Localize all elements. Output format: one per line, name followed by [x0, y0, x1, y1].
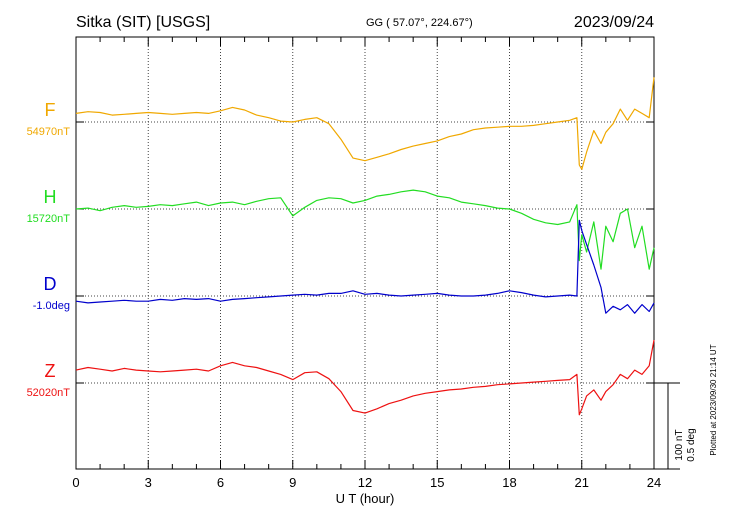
series-name-Z: Z [45, 361, 56, 381]
series-baseline-label-D: -1.0deg [33, 300, 70, 312]
series-labels: F 54970nT H 15720nT D -1.0deg Z 52020nT [27, 100, 71, 399]
tick-label-12: 12 [358, 475, 372, 490]
date-label: 2023/09/24 [574, 14, 654, 31]
scale-nt-label: 100 nT [674, 429, 685, 460]
station-title: Sitka (SIT) [USGS] [76, 14, 210, 31]
x-axis-label: U T (hour) [336, 491, 395, 506]
plotted-note: Plotted at 2023/09/30 21:14 UT [709, 344, 718, 455]
series-name-D: D [44, 274, 57, 294]
series-line-D [75, 219, 655, 314]
series-line-Z [75, 339, 655, 416]
x-ticks: 0 3 6 9 12 15 18 21 24 [72, 37, 661, 490]
series-line-F [75, 77, 655, 170]
tick-label-21: 21 [575, 475, 589, 490]
tick-label-18: 18 [502, 475, 516, 490]
tick-label-24: 24 [647, 475, 661, 490]
tick-label-15: 15 [430, 475, 444, 490]
coords-label: GG ( 57.07°, 224.67°) [366, 17, 473, 29]
series-line-H [75, 189, 655, 270]
scale-bar: 100 nT 0.5 deg [654, 382, 697, 470]
tick-label-3: 3 [145, 475, 152, 490]
series-baseline-label-Z: 52020nT [27, 387, 71, 399]
grid-lines [147, 37, 583, 469]
series-name-H: H [44, 187, 57, 207]
series-name-F: F [45, 100, 56, 120]
tick-label-0: 0 [72, 475, 79, 490]
scale-deg-label: 0.5 deg [686, 428, 697, 461]
tick-label-9: 9 [289, 475, 296, 490]
tick-label-6: 6 [217, 475, 224, 490]
series-lines [75, 77, 655, 416]
series-baseline-label-H: 15720nT [27, 213, 71, 225]
series-baseline-label-F: 54970nT [27, 126, 71, 138]
